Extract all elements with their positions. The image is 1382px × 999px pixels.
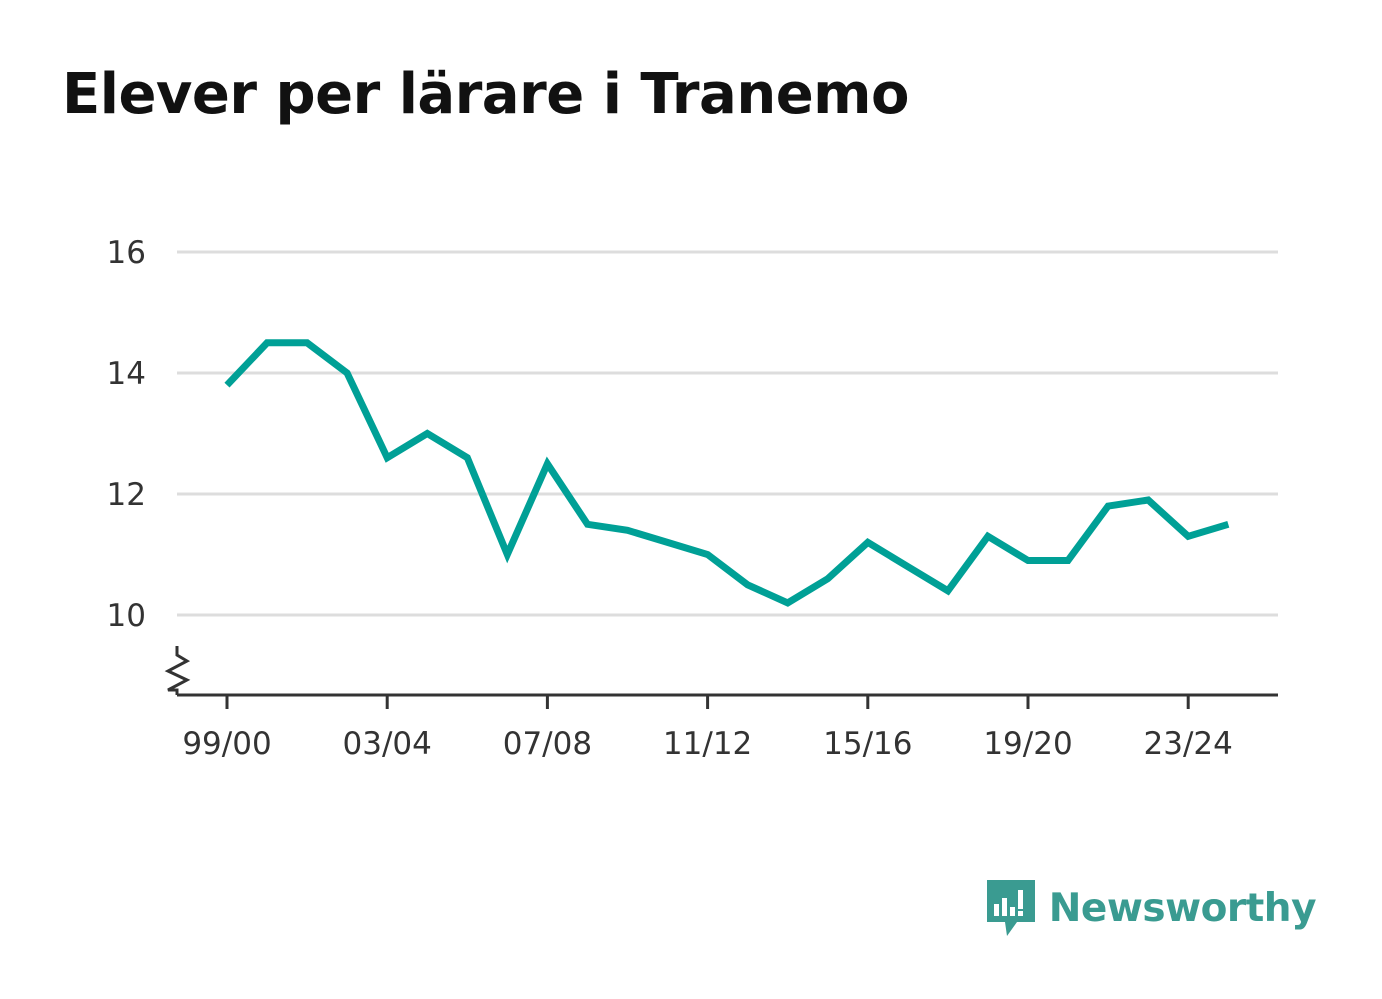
x-tick-label: 19/20 — [983, 726, 1072, 762]
newsworthy-logo-icon — [986, 880, 1035, 936]
axis-break-symbol — [164, 646, 191, 695]
series-line — [224, 339, 1230, 607]
series-layer — [224, 339, 1230, 607]
gridlines — [177, 250, 1278, 617]
y-axis-ticks: 10 12 14 16 — [107, 235, 146, 634]
brand-name: Newsworthy — [1048, 885, 1317, 931]
y-tick-label: 16 — [107, 235, 146, 271]
x-axis — [164, 646, 1278, 697]
brand-logo: Newsworthy — [985, 878, 1317, 938]
y-tick-label: 14 — [107, 356, 146, 392]
x-tick-label: 23/24 — [1144, 726, 1233, 762]
x-tick-label: 99/00 — [182, 726, 271, 762]
x-tick-label: 07/08 — [503, 726, 592, 762]
x-axis-ticks: 99/00 03/04 07/08 11/12 15/16 19/20 23/24 — [182, 695, 1233, 762]
y-tick-label: 10 — [107, 598, 146, 634]
x-tick-label: 15/16 — [823, 726, 912, 762]
page-title: Elever per lärare i Tranemo — [62, 62, 910, 127]
x-tick-label: 03/04 — [343, 726, 432, 762]
x-tick-label: 11/12 — [663, 726, 752, 762]
y-tick-label: 12 — [107, 477, 146, 513]
